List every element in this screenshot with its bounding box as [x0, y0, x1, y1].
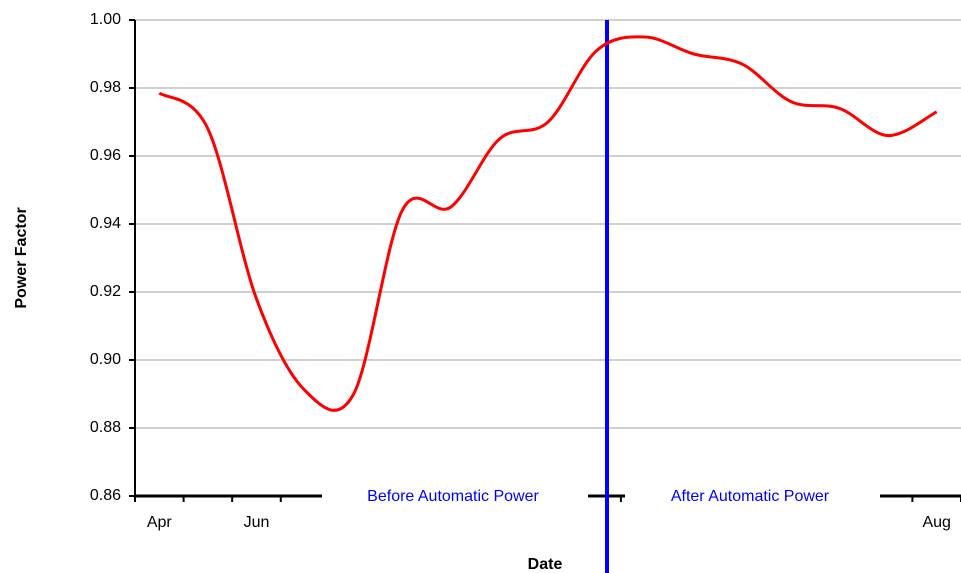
annotation-bg: [322, 480, 588, 514]
y-tick-label: 1.00: [90, 11, 121, 28]
x-axis-title: Date: [528, 556, 563, 573]
annotation: After Automatic Power: [671, 488, 830, 505]
x-tick-label: Apr: [147, 514, 173, 531]
x-tick-label: Aug: [922, 514, 950, 531]
annotation: Before Automatic Power: [367, 488, 539, 505]
y-tick-label: 0.86: [90, 487, 121, 504]
y-tick-label: 0.96: [90, 147, 121, 164]
y-tick-label: 0.94: [90, 215, 121, 232]
y-tick-label: 0.90: [90, 351, 121, 368]
y-tick-label: 0.92: [90, 283, 121, 300]
y-axis-title: Power Factor: [13, 207, 30, 308]
annotation-bg: [625, 480, 880, 514]
x-tick-label: Jun: [244, 514, 270, 531]
y-tick-label: 0.98: [90, 79, 121, 96]
y-tick-label: 0.88: [90, 419, 121, 436]
series-line: [158, 35, 938, 412]
